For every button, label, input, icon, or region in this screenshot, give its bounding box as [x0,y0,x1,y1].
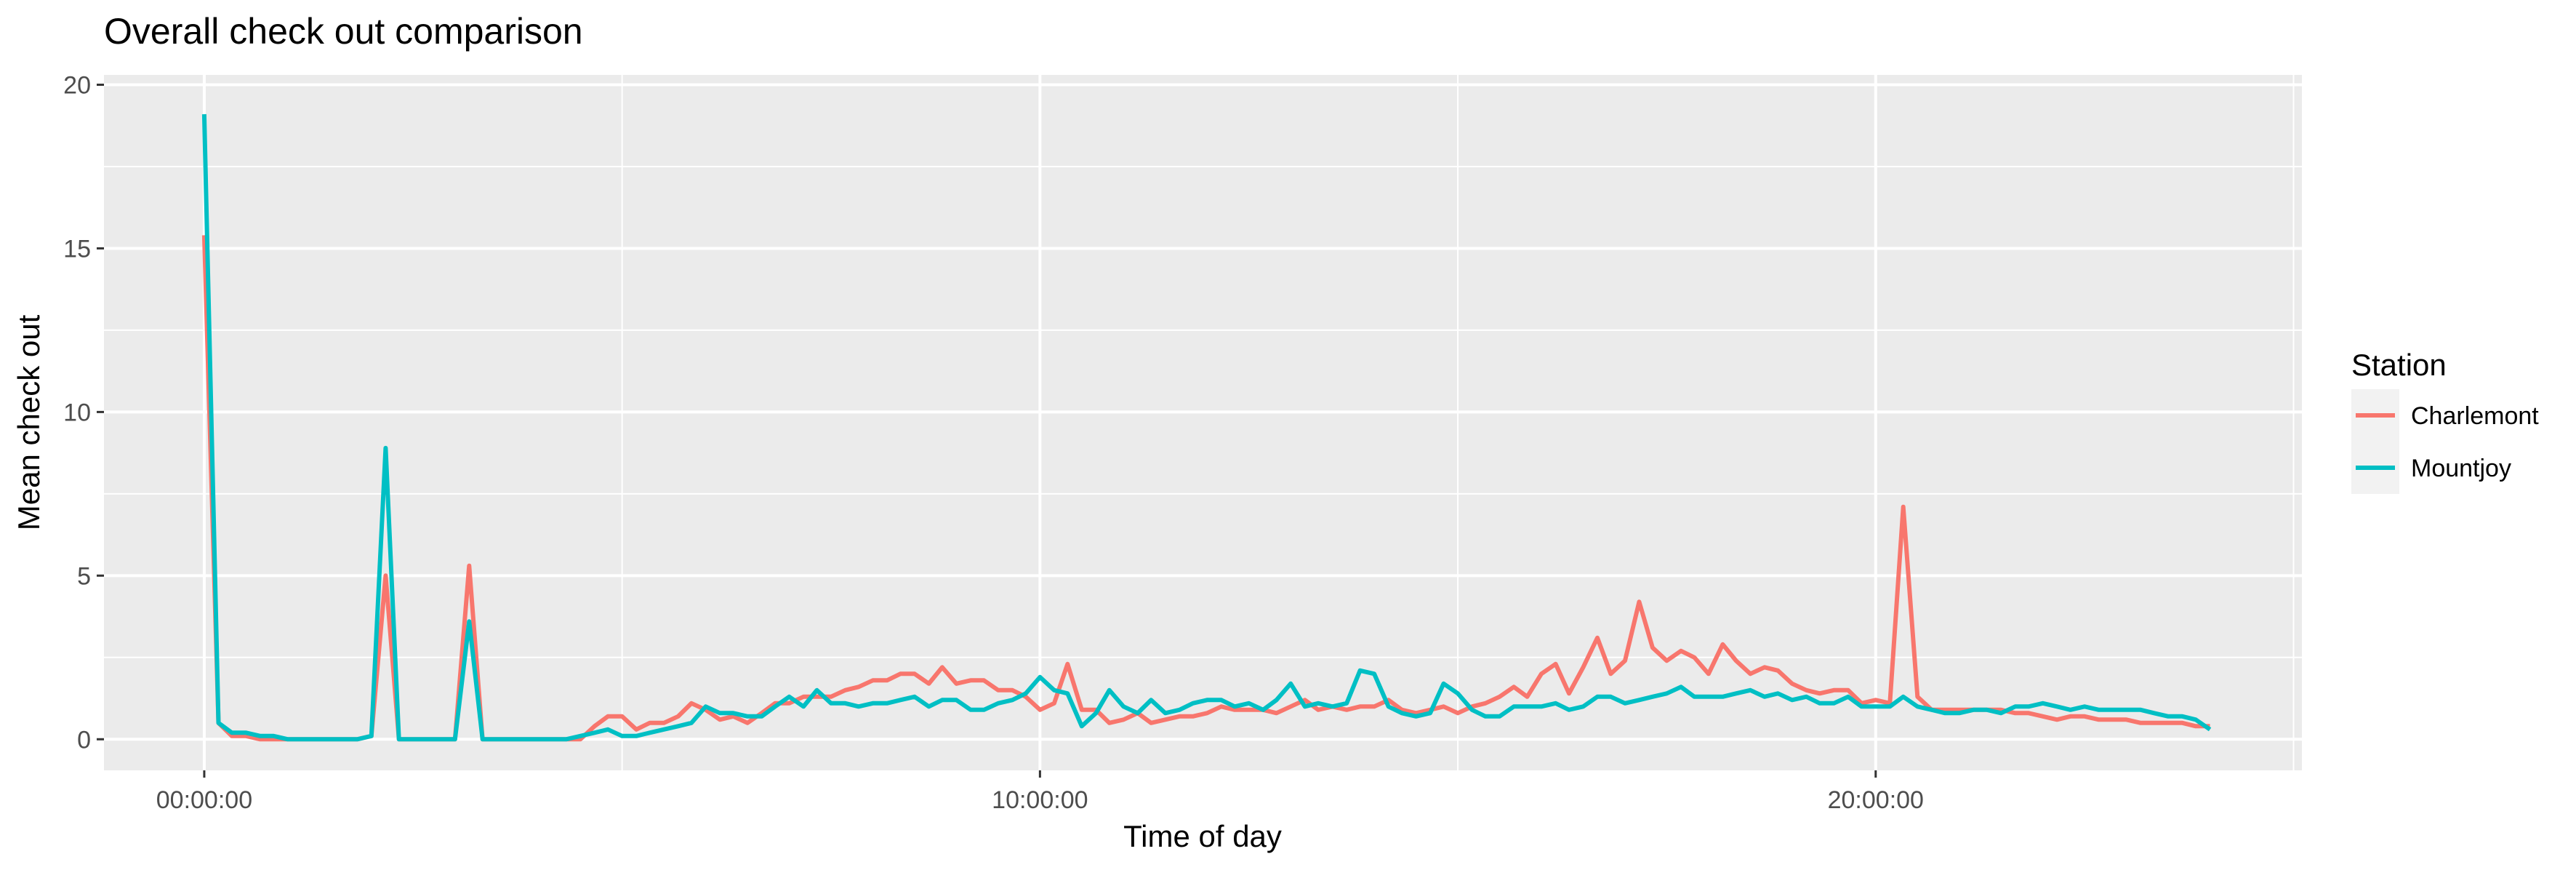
major-grid [104,75,2302,770]
y-tick-label: 15 [63,235,91,263]
y-axis: 0 5 10 15 20 [63,71,104,754]
chart-title: Overall check out comparison [104,11,583,52]
y-tick-label: 20 [63,71,91,99]
y-tick-label: 10 [63,399,91,426]
y-tick-label: 5 [77,562,91,590]
y-tick-label: 0 [77,726,91,754]
minor-grid [104,75,2302,770]
legend: Station Charlemont Mountjoy [2351,348,2539,494]
legend-title: Station [2351,348,2447,382]
plot-panel [104,75,2302,770]
x-tick-label: 10:00:00 [992,786,1088,814]
x-tick-label: 20:00:00 [1828,786,1924,814]
series-line-mountjoy [201,113,2212,742]
x-tick-label: 00:00:00 [156,786,252,814]
legend-label-charlemont: Charlemont [2411,402,2539,430]
x-axis: 00:00:00 10:00:00 20:00:00 [156,770,1924,814]
y-axis-title: Mean check out [12,314,46,530]
x-axis-title: Time of day [1123,819,1282,853]
series-lines [201,113,2212,742]
legend-label-mountjoy: Mountjoy [2411,455,2511,482]
